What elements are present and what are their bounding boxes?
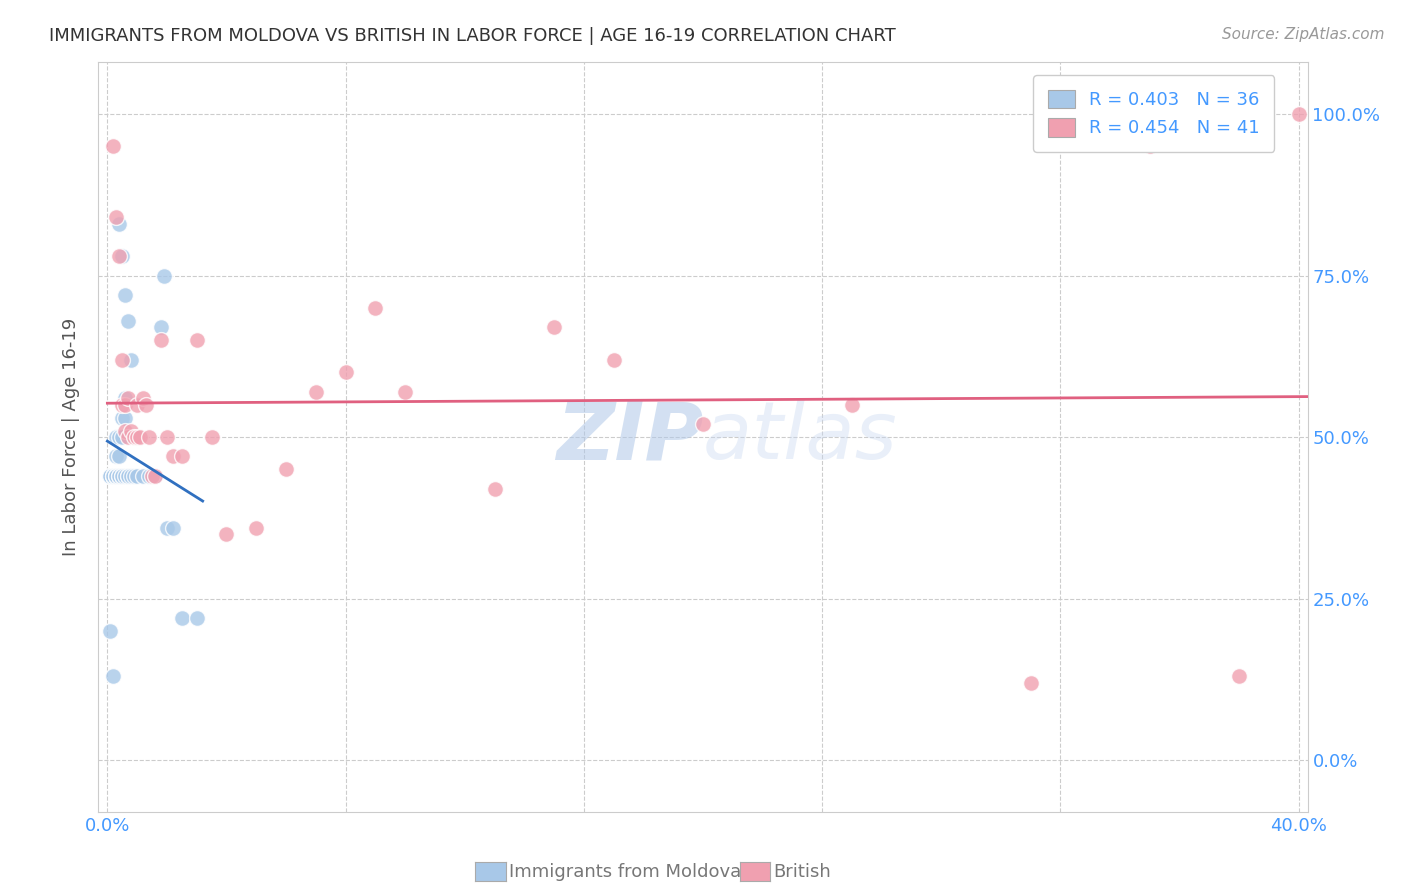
Point — [186, 333, 208, 347]
Point — [103, 468, 125, 483]
Point — [122, 468, 145, 483]
Point — [120, 468, 142, 483]
Point — [120, 424, 142, 438]
Point — [108, 249, 131, 263]
Point — [484, 482, 506, 496]
Point — [98, 468, 121, 483]
Point — [105, 211, 128, 225]
Point — [114, 398, 136, 412]
Text: ZIP: ZIP — [555, 398, 703, 476]
Text: Immigrants from Moldova: Immigrants from Moldova — [509, 863, 741, 881]
Legend: R = 0.403   N = 36, R = 0.454   N = 41: R = 0.403 N = 36, R = 0.454 N = 41 — [1033, 75, 1274, 152]
Point — [170, 611, 193, 625]
Point — [105, 468, 128, 483]
Point — [543, 320, 565, 334]
Point — [156, 520, 179, 534]
Point — [117, 314, 139, 328]
Point — [111, 352, 134, 367]
Point — [143, 468, 166, 483]
Point — [105, 468, 128, 483]
Point — [108, 468, 131, 483]
Point — [114, 468, 136, 483]
Point — [245, 520, 267, 534]
Point — [149, 333, 172, 347]
Point — [117, 468, 139, 483]
Point — [141, 468, 163, 483]
Point — [111, 468, 134, 483]
Text: British: British — [773, 863, 831, 881]
Text: IMMIGRANTS FROM MOLDOVA VS BRITISH IN LABOR FORCE | AGE 16-19 CORRELATION CHART: IMMIGRANTS FROM MOLDOVA VS BRITISH IN LA… — [49, 27, 896, 45]
Point — [105, 430, 128, 444]
Point — [692, 417, 714, 432]
Point — [111, 410, 134, 425]
Point — [153, 268, 176, 283]
Point — [186, 611, 208, 625]
Point — [111, 398, 134, 412]
Point — [156, 430, 179, 444]
Point — [127, 468, 149, 483]
Point — [117, 468, 139, 483]
Point — [1227, 669, 1250, 683]
Point — [138, 468, 160, 483]
Point — [127, 430, 149, 444]
Point — [108, 217, 131, 231]
Point — [108, 450, 131, 464]
Point — [103, 139, 125, 153]
Point — [170, 450, 193, 464]
Point — [149, 320, 172, 334]
Text: Source: ZipAtlas.com: Source: ZipAtlas.com — [1222, 27, 1385, 42]
Y-axis label: In Labor Force | Age 16-19: In Labor Force | Age 16-19 — [62, 318, 80, 557]
Point — [108, 430, 131, 444]
Point — [105, 450, 128, 464]
Point — [335, 366, 357, 380]
Point — [117, 430, 139, 444]
Point — [132, 392, 155, 406]
Point — [274, 462, 297, 476]
Point — [117, 392, 139, 406]
Point — [127, 398, 149, 412]
Point — [135, 398, 157, 412]
Point — [1019, 675, 1042, 690]
Point — [129, 430, 152, 444]
Point — [114, 392, 136, 406]
Point — [98, 468, 121, 483]
Point — [103, 669, 125, 683]
Point — [114, 424, 136, 438]
Point — [132, 468, 155, 483]
Point — [111, 430, 134, 444]
Point — [105, 468, 128, 483]
Point — [98, 624, 121, 638]
Point — [111, 468, 134, 483]
Point — [114, 410, 136, 425]
Point — [1288, 107, 1310, 121]
Point — [162, 450, 184, 464]
Point — [120, 352, 142, 367]
Point — [215, 527, 238, 541]
Point — [200, 430, 222, 444]
Point — [108, 468, 131, 483]
Text: atlas: atlas — [703, 398, 898, 476]
Point — [122, 430, 145, 444]
Point — [143, 468, 166, 483]
Point — [103, 468, 125, 483]
Point — [394, 384, 416, 399]
Point — [111, 249, 134, 263]
Point — [841, 398, 863, 412]
Point — [602, 352, 624, 367]
Point — [98, 468, 121, 483]
Point — [103, 468, 125, 483]
Point — [162, 520, 184, 534]
Point — [138, 430, 160, 444]
Point — [364, 301, 387, 315]
Point — [305, 384, 328, 399]
Point — [114, 288, 136, 302]
Point — [1139, 139, 1161, 153]
